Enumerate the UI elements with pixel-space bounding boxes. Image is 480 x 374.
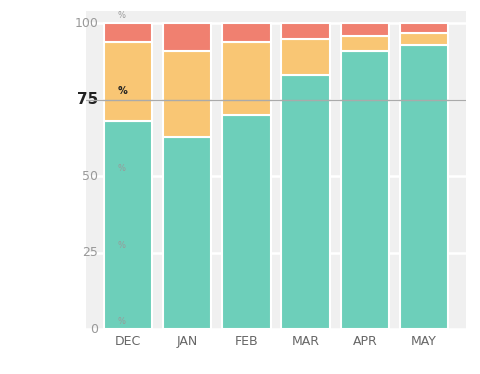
- Bar: [400, 45, 448, 329]
- Bar: [163, 137, 211, 329]
- Text: 25: 25: [83, 246, 98, 259]
- Bar: [222, 42, 271, 115]
- Bar: [341, 36, 389, 51]
- Bar: [400, 24, 448, 33]
- Bar: [400, 33, 448, 45]
- Bar: [163, 51, 211, 137]
- Bar: [104, 42, 152, 121]
- Bar: [341, 24, 389, 36]
- Text: %: %: [117, 86, 127, 96]
- Bar: [222, 24, 271, 42]
- Text: %: %: [117, 240, 125, 249]
- Bar: [163, 24, 211, 51]
- Bar: [281, 24, 330, 39]
- Text: %: %: [117, 11, 125, 20]
- Bar: [281, 76, 330, 329]
- Text: 0: 0: [90, 323, 98, 335]
- Bar: [281, 39, 330, 76]
- Text: %: %: [117, 164, 125, 173]
- Text: 50: 50: [82, 170, 98, 183]
- Text: 75: 75: [77, 92, 98, 107]
- Bar: [222, 115, 271, 329]
- Bar: [104, 121, 152, 329]
- Bar: [341, 51, 389, 329]
- Text: 100: 100: [74, 17, 98, 30]
- Bar: [104, 24, 152, 42]
- Text: %: %: [117, 317, 125, 326]
